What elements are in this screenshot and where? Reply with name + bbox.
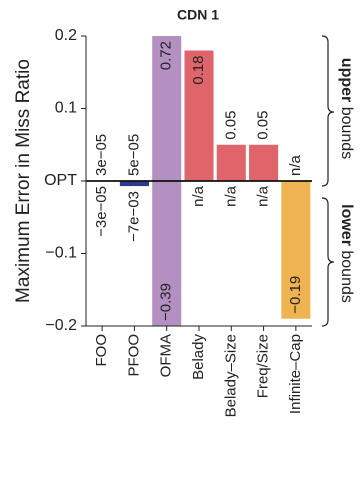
value-label: n/a [190,185,207,207]
bar [184,50,214,181]
upper-brace [321,35,335,187]
annotation-bold: upper [338,58,355,102]
bar [152,36,182,181]
bar [281,181,311,319]
value-label: −3e−05 [93,186,110,237]
annotation-bold: lower [338,204,355,246]
value-label: 0.18 [190,56,207,85]
value-label: n/a [287,154,304,176]
value-label: n/a [222,185,239,207]
y-tick-label: 0.2 [55,27,77,44]
x-tick-label: Freq/Size [255,334,272,398]
y-axis-label: Maximum Error in Miss Ratio [13,59,34,303]
annotation-text: bounds [338,250,355,303]
y-tick-label: −0.2 [45,317,77,334]
bars [87,36,311,326]
value-label: n/a [255,185,272,207]
bar [216,144,246,181]
x-tick-label: Belady [190,334,207,380]
bar [249,144,279,181]
x-tick-label: Belady–Size [222,334,239,417]
x-tick-label: OFMA [158,334,175,377]
chart-title: CDN 1 [177,7,219,23]
value-label: 0.05 [222,111,239,140]
value-label: 0.05 [255,111,272,140]
value-label: 0.72 [158,41,175,70]
x-tick-label: FOO [93,334,110,367]
value-label: −0.19 [287,276,304,314]
x-tick-label: PFOO [125,334,142,377]
value-label: 3e−05 [93,134,110,176]
bar [152,181,182,326]
lower-brace [321,197,335,327]
value-label: −7e−03 [125,191,142,242]
x-tick-label: Infinite–Cap [287,334,304,414]
annotation-text: bounds [338,107,355,160]
annotation: lower bounds [338,204,355,303]
y-tick-label: OPT [44,172,77,189]
bar [119,181,149,187]
value-label: −0.39 [158,283,175,321]
y-tick-label: −0.1 [45,245,77,262]
y-tick-label: 0.1 [55,100,77,117]
value-label: 5e−05 [125,134,142,176]
annotation: upper bounds [338,58,355,159]
